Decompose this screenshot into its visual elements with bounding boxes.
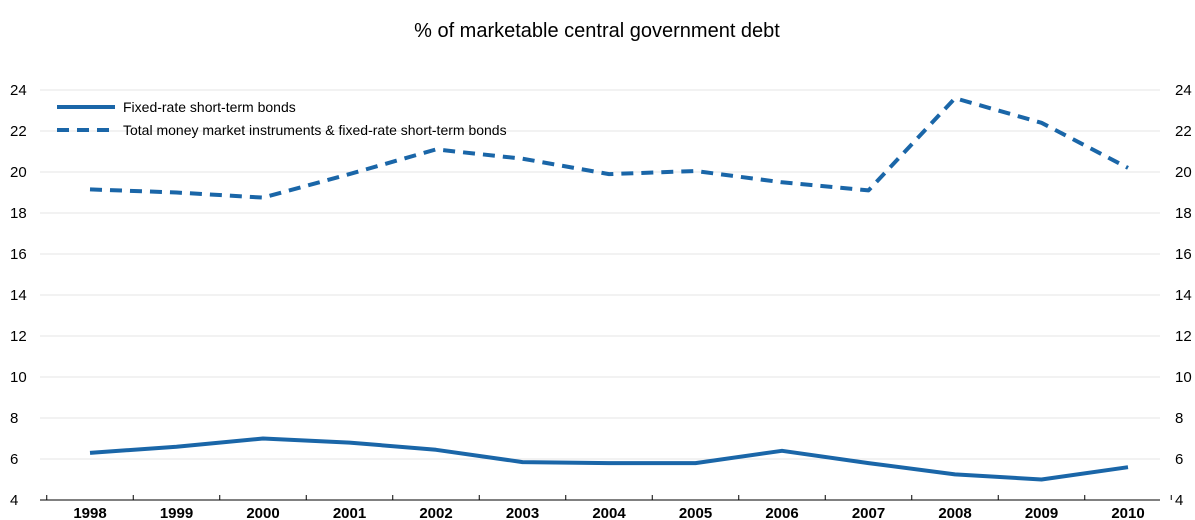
x-tick-label: 2000 bbox=[246, 505, 279, 520]
y-tick-label-right: 24 bbox=[1175, 82, 1192, 99]
x-tick-label: 1999 bbox=[160, 505, 193, 520]
y-tick-label-right: 12 bbox=[1175, 328, 1192, 345]
x-tick-label: 2009 bbox=[1025, 505, 1058, 520]
legend-label: Fixed-rate short-term bonds bbox=[123, 99, 296, 115]
chart-title: % of marketable central government debt bbox=[414, 20, 780, 42]
series-lines bbox=[89, 96, 1129, 482]
x-tick-label: 2001 bbox=[333, 505, 366, 520]
y-tick-label-right: 10 bbox=[1175, 369, 1192, 386]
x-tick-label: 2003 bbox=[506, 505, 539, 520]
legend-label: Total money market instruments & fixed-r… bbox=[123, 122, 507, 138]
legend: Fixed-rate short-term bonds Total money m… bbox=[57, 99, 507, 138]
y-tick-label-right: 6 bbox=[1175, 451, 1183, 468]
x-tick-label: 2002 bbox=[419, 505, 452, 520]
x-tick-label: 2008 bbox=[938, 505, 971, 520]
y-tick-label-left: 14 bbox=[10, 287, 27, 304]
y-tick-label-right: 18 bbox=[1175, 205, 1192, 222]
y-tick-label-left: 22 bbox=[10, 123, 27, 140]
y-tick-label-left: 8 bbox=[10, 410, 18, 427]
y-tick-label-right: 20 bbox=[1175, 164, 1192, 181]
y-tick-label-left: 10 bbox=[10, 369, 27, 386]
x-tick-label: 2005 bbox=[679, 505, 712, 520]
x-tick-label: 2010 bbox=[1111, 505, 1144, 520]
y-tick-label-left: 18 bbox=[10, 205, 27, 222]
y-tick-label-left: 16 bbox=[10, 246, 27, 263]
y-tick-label-right: 8 bbox=[1175, 410, 1183, 427]
x-tick-label: 2004 bbox=[592, 505, 626, 520]
gridlines bbox=[40, 89, 1160, 460]
y-tick-label-left: 20 bbox=[10, 164, 27, 181]
y-tick-label-right: 16 bbox=[1175, 246, 1192, 263]
x-tick-label: 2006 bbox=[765, 505, 798, 520]
series-line-total-money-market bbox=[89, 96, 1129, 200]
x-tick-label: 2007 bbox=[852, 505, 885, 520]
y-tick-label-right: 22 bbox=[1175, 123, 1192, 140]
x-tick-label: 1998 bbox=[73, 505, 106, 520]
y-tick-label-right: 4 bbox=[1175, 492, 1183, 509]
y-tick-label-right: 14 bbox=[1175, 287, 1192, 304]
y-tick-label-left: 4 bbox=[10, 492, 18, 509]
axes: 4 4 6 6 8 8 10 10 12 12 14 14 16 16 18 18 20 20 22 22 24 24 19… bbox=[10, 82, 1192, 520]
y-tick-label-left: 12 bbox=[10, 328, 27, 345]
y-tick-label-left: 24 bbox=[10, 82, 27, 99]
series-line-fixed-rate-bonds bbox=[89, 436, 1129, 482]
y-tick-label-left: 6 bbox=[10, 451, 18, 468]
